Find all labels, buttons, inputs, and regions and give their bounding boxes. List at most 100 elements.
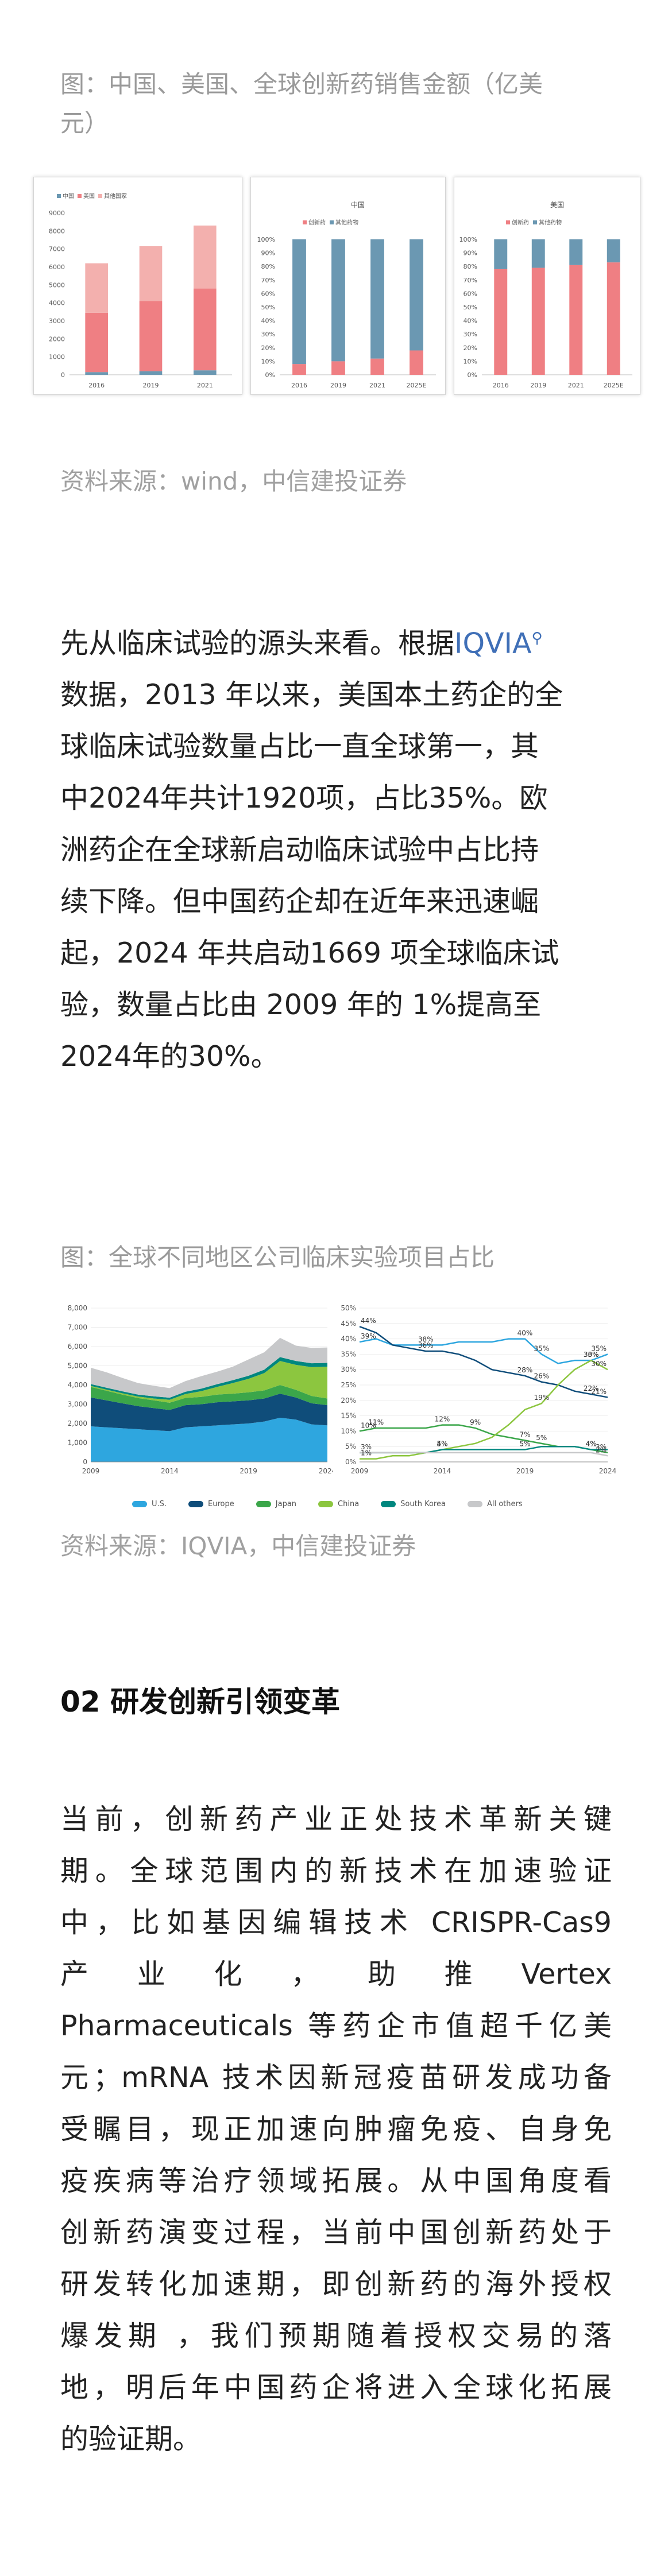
bar-segment bbox=[607, 262, 620, 375]
legend-swatch bbox=[188, 1500, 204, 1507]
x-tick-label: 2016 bbox=[493, 382, 509, 389]
figure2-charts: 0 1,000 2,000 3,000 4,000 5,000 6,000 7,000 8,00… bbox=[57, 1300, 626, 1518]
section2-line: 元；mRNA 技术因新冠疫苗研发成功备 bbox=[60, 2061, 612, 2094]
y-tick-label: 35% bbox=[341, 1350, 356, 1358]
data-label: 35% bbox=[591, 1344, 607, 1352]
legend-swatch bbox=[318, 1500, 334, 1507]
bar-segment bbox=[494, 269, 508, 375]
figure1-caption-line2: 元） bbox=[60, 109, 109, 137]
data-label: 3% bbox=[361, 1443, 372, 1451]
data-label: 10% bbox=[361, 1421, 376, 1429]
y-tick-label: 2,000 bbox=[68, 1419, 87, 1427]
legend-swatch bbox=[132, 1500, 147, 1507]
legend-label: 美国 bbox=[83, 192, 95, 200]
data-label: 30% bbox=[591, 1360, 607, 1368]
legend-label: China bbox=[338, 1499, 360, 1508]
legend-swatch bbox=[533, 220, 537, 224]
line-series bbox=[360, 1445, 608, 1454]
bar-segment bbox=[410, 350, 423, 375]
x-tick-label: 2021 bbox=[568, 382, 584, 389]
section2-lines: 当前，创新药产业正处技术革新关键 期。全球范围内的新技术在加速验证 中，比如基因编辑… bbox=[60, 1794, 612, 2465]
data-label: 11% bbox=[368, 1418, 384, 1426]
data-label: 5% bbox=[536, 1434, 547, 1442]
data-label: 33% bbox=[584, 1351, 599, 1359]
bar-segment bbox=[139, 246, 163, 301]
area-series bbox=[91, 1337, 327, 1398]
bar-segment bbox=[331, 361, 345, 375]
x-tick-label: 2014 bbox=[161, 1467, 179, 1475]
chart-trial-counts: 0 1,000 2,000 3,000 4,000 5,000 6,000 7,000 8,00… bbox=[68, 1304, 333, 1475]
legend-item: South Korea bbox=[381, 1495, 446, 1512]
x-tick-label: 2024 bbox=[319, 1467, 333, 1475]
y-tick-label: 100% bbox=[459, 236, 477, 243]
y-tick-label: 80% bbox=[464, 263, 477, 270]
chart-china-share-box: 中国 创新药 其他药物 0% 10% 20% 30% 40% 50% 60% 70% 80% 90% 10… bbox=[250, 177, 446, 395]
chart-global-sales-box: 中国 美国 其他国家 0 1000 2000 3000 4000 5000 6000 7000 800… bbox=[33, 177, 242, 395]
y-tick-label: 6,000 bbox=[68, 1343, 87, 1351]
y-tick-label: 7,000 bbox=[68, 1324, 87, 1332]
x-tick-label: 2009 bbox=[351, 1467, 369, 1475]
section2-line: 产 业 化 ， 助 推 Vertex bbox=[60, 1958, 612, 1991]
iqvia-link[interactable]: IQVIA bbox=[454, 627, 532, 660]
x-tick-label: 2019 bbox=[330, 382, 346, 389]
y-tick-label: 90% bbox=[261, 250, 275, 257]
bar-segment bbox=[370, 358, 384, 375]
data-label: 4% bbox=[437, 1440, 447, 1448]
legend-label: U.S. bbox=[152, 1499, 167, 1508]
data-label: 36% bbox=[418, 1341, 434, 1349]
y-tick-label: 0 bbox=[83, 1458, 87, 1466]
chart-trial-shares: 0%5%10%15%20%25%30%35%40%45%50%44%39% 38%… bbox=[341, 1304, 616, 1475]
x-tick-label: 2016 bbox=[291, 382, 307, 389]
legend-swatch bbox=[467, 1500, 482, 1507]
area-series bbox=[91, 1417, 327, 1462]
y-tick-label: 70% bbox=[261, 277, 275, 284]
y-tick-label: 15% bbox=[341, 1412, 356, 1420]
data-label: 12% bbox=[435, 1415, 450, 1423]
data-label: 9% bbox=[470, 1418, 481, 1426]
data-label: 40% bbox=[517, 1329, 533, 1337]
chart-china-share: 中国创新药 其他药物 0% 10% 20% 30% 40% 50% 60% 70% 80% 90% 10… bbox=[257, 200, 436, 389]
y-tick-label: 50% bbox=[464, 304, 477, 311]
paragraph-clinical-trials: 先从临床试验的源头来看。根据IQVIA⚲ 数据，2013 年以来，美国本土药企的… bbox=[60, 612, 612, 1083]
paragraph1-line: 中2024年共计1920项，占比35%。欧 bbox=[60, 782, 548, 815]
y-tick-label: 0% bbox=[345, 1458, 356, 1466]
paragraph1-line: 球临床试验数量占比一直全球第一，其 bbox=[60, 730, 539, 763]
bar-segment bbox=[531, 239, 545, 268]
legend-item: U.S. bbox=[132, 1495, 167, 1512]
line-series bbox=[359, 1325, 608, 1398]
y-tick-label: 30% bbox=[341, 1365, 356, 1374]
legend-label: 创新药 bbox=[308, 219, 326, 226]
y-tick-label: 10% bbox=[464, 358, 477, 365]
data-label: 28% bbox=[517, 1366, 533, 1374]
y-tick-label: 80% bbox=[261, 263, 275, 270]
y-tick-label: 1000 bbox=[49, 354, 65, 361]
x-tick-label: 2016 bbox=[88, 382, 105, 389]
data-label: 5% bbox=[519, 1440, 530, 1448]
chart-title: 中国 bbox=[351, 200, 365, 209]
y-tick-label: 8000 bbox=[49, 227, 65, 235]
x-tick-label: 2021 bbox=[197, 382, 213, 389]
legend-swatch bbox=[381, 1500, 396, 1507]
bar-segment bbox=[292, 239, 306, 364]
x-tick-label: 2021 bbox=[369, 382, 385, 389]
search-icon[interactable]: ⚲ bbox=[531, 630, 543, 647]
section2-line: 当前，创新药产业正处技术革新关键 bbox=[60, 1803, 612, 1836]
legend-item: China bbox=[318, 1495, 359, 1512]
legend-label: 其他国家 bbox=[104, 192, 127, 200]
y-tick-label: 5,000 bbox=[68, 1362, 87, 1370]
y-tick-label: 20% bbox=[464, 344, 477, 352]
data-label: 3% bbox=[596, 1443, 607, 1451]
figure2-source: 资料来源：IQVIA，中信建投证券 bbox=[60, 1532, 416, 1560]
data-label: 2% bbox=[596, 1446, 607, 1454]
legend-swatch bbox=[98, 194, 102, 198]
section2-line: 研发转化加速期，即创新药的海外授权 bbox=[60, 2268, 612, 2300]
data-label: 4% bbox=[586, 1440, 597, 1448]
bar-segment bbox=[85, 263, 108, 313]
y-tick-label: 9000 bbox=[49, 210, 65, 217]
bar-segment bbox=[139, 371, 163, 375]
y-tick-label: 1,000 bbox=[68, 1439, 87, 1447]
section2-line: 疫疾病等治疗领域拓展。从中国角度看 bbox=[60, 2164, 612, 2197]
paragraph1-line: 续下降。但中国药企却在近年来迅速崛 bbox=[60, 885, 539, 918]
